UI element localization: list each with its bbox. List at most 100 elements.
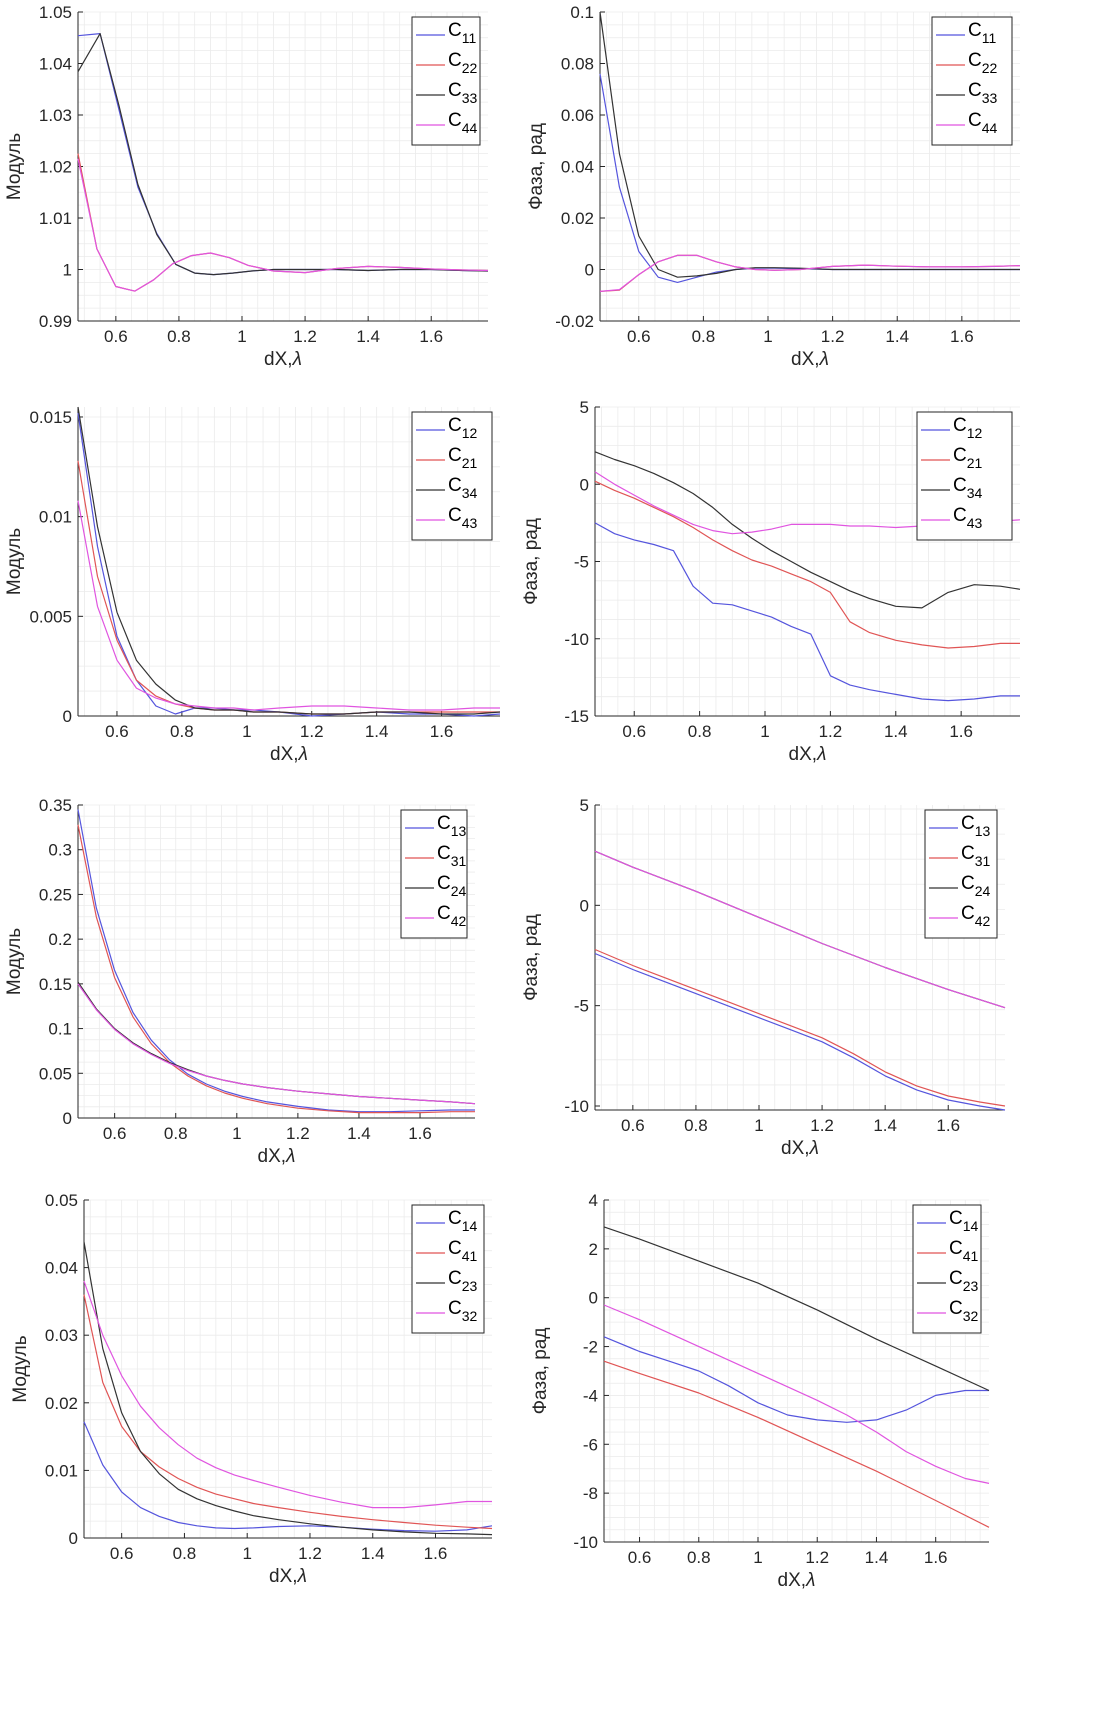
- legend-label-main: C: [968, 80, 982, 101]
- x-tick-label: 1: [753, 1548, 762, 1567]
- legend-label-c31: C31: [437, 843, 467, 869]
- series-line-c13: [77, 809, 475, 1113]
- legend-label-main: C: [953, 475, 967, 496]
- x-tick-label: 1.6: [950, 327, 974, 346]
- legend-label-c34: C34: [953, 475, 983, 501]
- y-tick-label: 0.04: [45, 1259, 78, 1278]
- legend-label-main: C: [949, 1208, 963, 1229]
- series-line-c21: [594, 480, 1020, 649]
- legend-label-c31: C31: [961, 843, 991, 869]
- legend-label-subscript: 21: [462, 455, 478, 471]
- legend-label-c22: C22: [448, 50, 478, 76]
- legend-label-c43: C43: [448, 505, 478, 531]
- legend-label-subscript: 43: [462, 515, 478, 531]
- chart-panel-4: 0.6 0.8 1 1.2 1.4 1.6 -15 -10 -5 0 5 dX,λ Фаза, рад C…: [521, 398, 1024, 766]
- legend-label-subscript: 42: [975, 913, 991, 929]
- legend-label-main: C: [437, 843, 451, 864]
- legend-label-main: C: [949, 1298, 963, 1319]
- y-tick-label: 0.05: [45, 1191, 78, 1210]
- chart-svg: 0.6 0.8 1 1.2 1.4 1.6 0.99 1 1.01 1.02 1.03 1.04 1.0…: [4, 3, 489, 370]
- x-axis-label-text: dX,: [781, 1138, 810, 1159]
- y-axis-label: Фаза, рад: [521, 914, 542, 1001]
- chart-panel-3: 0.6 0.8 1 1.2 1.4 1.6 0 0.005 0.01 0.015 dX,λ Модул…: [4, 406, 504, 766]
- legend-label-main: C: [968, 50, 982, 71]
- x-tick-label: 1.2: [819, 722, 843, 741]
- legend-label-main: C: [437, 903, 451, 924]
- x-tick-label: 1.2: [300, 722, 324, 741]
- chart-svg: 0.6 0.8 1 1.2 1.4 1.6 0 0.01 0.02 0.03 0.04 0.05 dX,…: [10, 1191, 493, 1587]
- y-tick-label: 0.25: [39, 885, 72, 904]
- chart-panel-6: 0.6 0.8 1 1.2 1.4 1.6 -10 -5 0 5 dX,λ Фаза, рад C13 C…: [521, 796, 1009, 1160]
- x-tick-label: 1.4: [361, 1544, 385, 1563]
- x-tick-label: 1.4: [356, 327, 380, 346]
- x-axis-label-text: dX,: [789, 744, 818, 765]
- legend-label-c12: C12: [448, 415, 478, 441]
- legend-label-subscript: 13: [451, 823, 467, 839]
- legend-label-subscript: 13: [975, 823, 991, 839]
- chart-svg: 0.6 0.8 1 1.2 1.4 1.6 0 0.005 0.01 0.015 dX,λ Модул…: [4, 406, 501, 765]
- y-tick-label: 1.04: [39, 55, 72, 74]
- x-axis-label-text: dX,: [791, 349, 820, 370]
- legend-label-main: C: [949, 1238, 963, 1259]
- x-tick-label: 1.4: [885, 327, 909, 346]
- legend-label-subscript: 12: [462, 425, 478, 441]
- legend-label-c24: C24: [437, 873, 467, 899]
- series-line-c34: [594, 451, 1021, 609]
- legend-label-c13: C13: [961, 813, 991, 839]
- x-tick-label: 0.6: [110, 1544, 134, 1563]
- y-tick-label: 0.03: [45, 1326, 78, 1345]
- legend-label-c32: C32: [949, 1298, 979, 1324]
- x-tick-label: 1.2: [805, 1548, 829, 1567]
- x-tick-label: 0.6: [627, 327, 651, 346]
- x-tick-label: 0.6: [103, 1124, 127, 1143]
- x-axis-label-symbol: λ: [298, 744, 308, 765]
- series-line-c43: [77, 500, 500, 711]
- legend-label-main: C: [953, 415, 967, 436]
- y-tick-label: -4: [583, 1386, 598, 1405]
- legend-label-c14: C14: [448, 1208, 478, 1234]
- x-axis-label: dX,λ: [270, 744, 308, 765]
- legend-label-main: C: [448, 1238, 462, 1259]
- legend-box: [916, 411, 1013, 541]
- y-tick-label: 0: [585, 261, 594, 280]
- y-tick-label: 1.02: [39, 158, 72, 177]
- series-line-c23: [603, 1226, 990, 1392]
- x-tick-label: 0.6: [621, 1116, 645, 1135]
- series-line-c32: [603, 1304, 990, 1484]
- x-axis-label-symbol: λ: [816, 744, 826, 765]
- x-tick-label: 1: [763, 327, 772, 346]
- legend-label-subscript: 44: [462, 120, 478, 136]
- legend-label-c44: C44: [968, 110, 998, 136]
- x-axis-label-text: dX,: [269, 1566, 298, 1587]
- y-tick-label: 0.04: [561, 158, 594, 177]
- legend-label-main: C: [953, 505, 967, 526]
- series-line-c14: [83, 1421, 493, 1532]
- x-tick-label: 1.2: [810, 1116, 834, 1135]
- y-tick-label: 0: [580, 475, 589, 494]
- chart-panel-7: 0.6 0.8 1 1.2 1.4 1.6 0 0.01 0.02 0.03 0.04 0.05 dX,…: [10, 1191, 496, 1588]
- y-axis-label: Модуль: [10, 1335, 31, 1402]
- x-tick-label: 1.6: [949, 722, 973, 741]
- x-tick-label: 1: [242, 722, 251, 741]
- series-line-c32: [83, 1280, 492, 1509]
- legend-label-main: C: [961, 813, 975, 834]
- legend-box: [411, 16, 481, 146]
- x-tick-label: 1.6: [408, 1124, 432, 1143]
- y-tick-label: -5: [574, 553, 589, 572]
- x-tick-label: 0.8: [687, 1548, 711, 1567]
- legend-label-subscript: 22: [462, 60, 478, 76]
- x-axis-label-symbol: λ: [809, 1138, 819, 1159]
- x-tick-label: 0.6: [628, 1548, 652, 1567]
- legend-label-subscript: 31: [451, 853, 467, 869]
- y-tick-label: 1.03: [39, 106, 72, 125]
- legend-label-subscript: 22: [982, 60, 998, 76]
- y-tick-label: 0.35: [39, 796, 72, 815]
- y-tick-label: 0.01: [39, 508, 72, 527]
- legend-label-c23: C23: [448, 1268, 478, 1294]
- x-tick-label: 0.8: [167, 327, 191, 346]
